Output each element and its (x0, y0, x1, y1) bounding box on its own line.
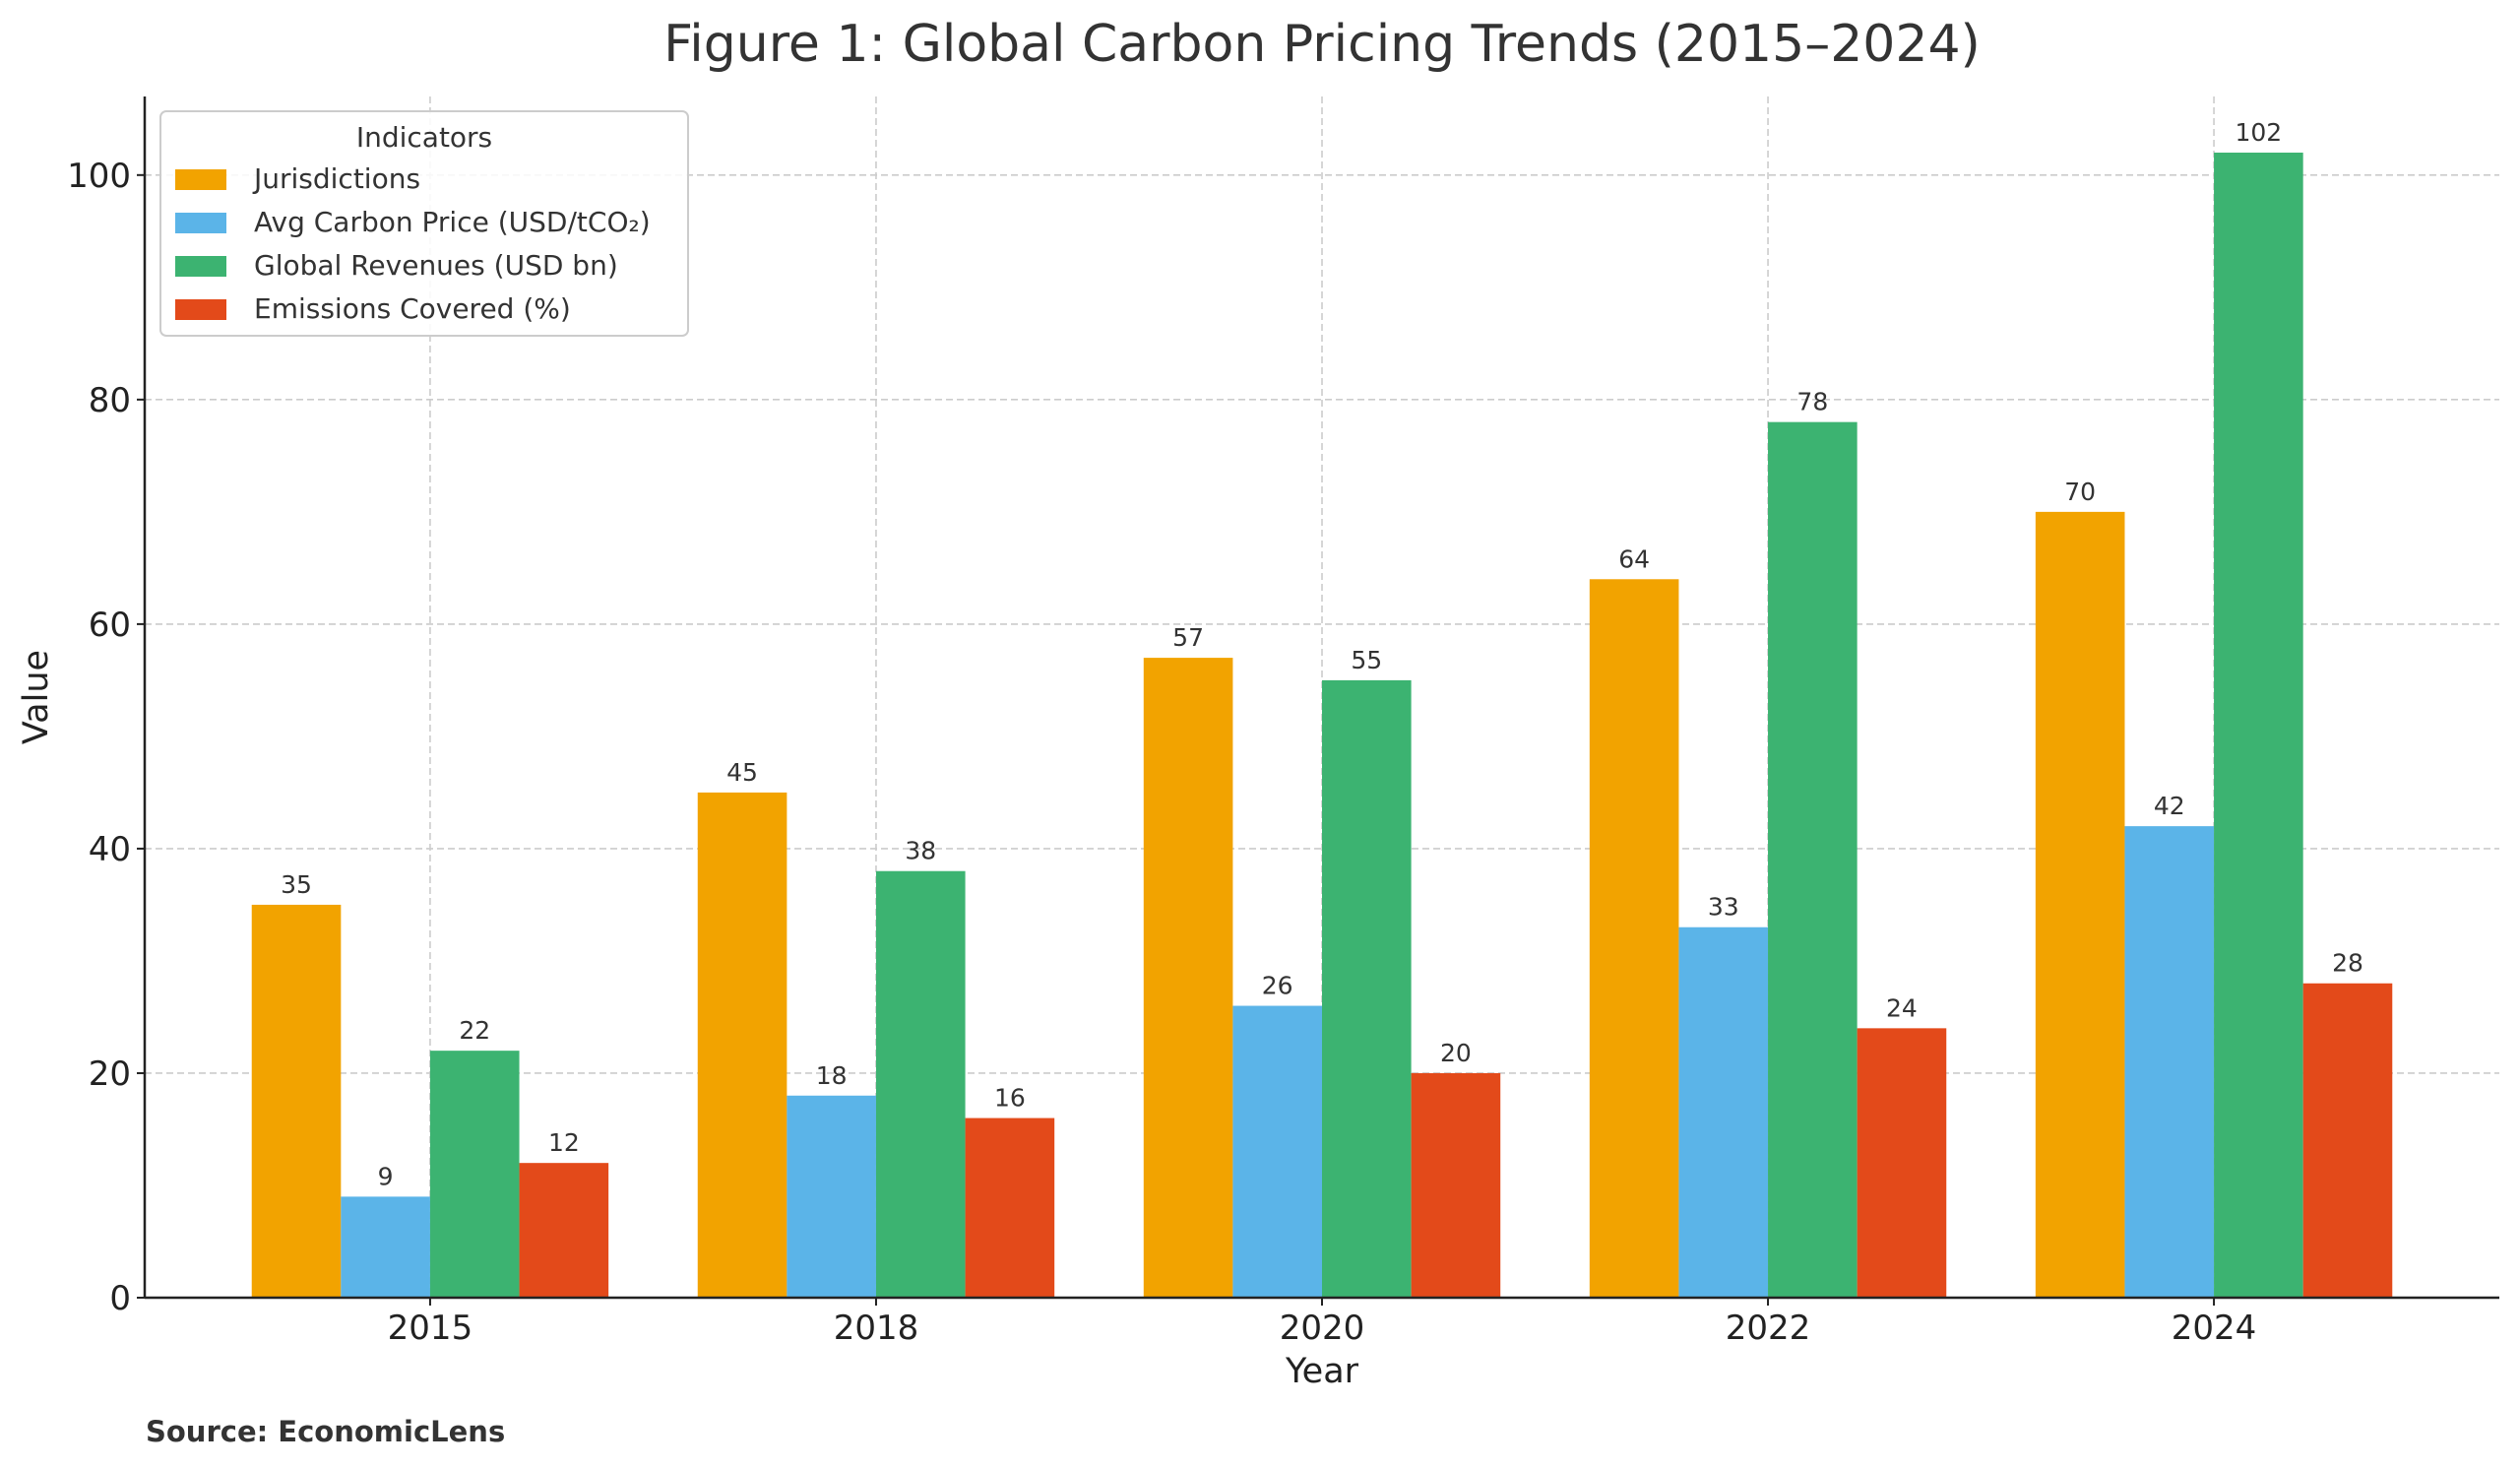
bar-2020-s0 (1143, 658, 1233, 1298)
bar-2022-s2 (1768, 421, 1858, 1299)
data-label: 45 (726, 758, 758, 787)
bar-2015-s2 (429, 1051, 520, 1298)
data-label: 55 (1351, 646, 1382, 674)
bar-2022-s3 (1857, 1028, 1947, 1298)
data-label: 102 (2236, 118, 2283, 147)
data-label: 9 (378, 1162, 394, 1190)
x-tick-label: 2018 (834, 1309, 919, 1348)
data-label: 35 (281, 870, 312, 899)
bar-2020-s2 (1322, 679, 1412, 1298)
bar-2024-s1 (2124, 826, 2215, 1298)
bar-2018-s0 (697, 792, 788, 1298)
bar-2018-s1 (787, 1095, 876, 1298)
data-label: 24 (1886, 993, 1918, 1022)
data-label: 26 (1262, 972, 1293, 1000)
legend-swatch (175, 299, 226, 320)
bar-2022-s1 (1678, 926, 1769, 1298)
y-axis-label: Value (17, 650, 56, 744)
x-tick-label: 2024 (2172, 1309, 2257, 1348)
y-tick-label: 80 (89, 381, 131, 420)
bar-2022-s0 (1589, 579, 1679, 1298)
data-label: 12 (548, 1128, 580, 1157)
y-tick-label: 0 (109, 1279, 131, 1318)
legend-box (159, 110, 689, 337)
chart-title: Figure 1: Global Carbon Pricing Trends (… (663, 15, 1981, 74)
bar-2024-s0 (2035, 511, 2125, 1298)
data-label: 18 (816, 1061, 848, 1090)
legend-label: Avg Carbon Price (USD/tCO₂) (254, 206, 651, 238)
data-label: 38 (905, 837, 936, 865)
legend-label: Emissions Covered (%) (254, 292, 571, 325)
data-label: 70 (2064, 478, 2096, 506)
data-label: 16 (994, 1084, 1026, 1113)
data-label: 78 (1796, 388, 1828, 416)
data-labels: 35 45 57 64 70 9 18 26 33 42 22 38 55 78 102 12 16 20 24 28 (281, 118, 2363, 1190)
x-tick-label: 2022 (1726, 1309, 1811, 1348)
data-label: 57 (1172, 623, 1204, 652)
bar-2015-s3 (519, 1163, 609, 1298)
bar-2018-s3 (965, 1118, 1055, 1298)
x-tick-label: 2020 (1280, 1309, 1365, 1348)
y-tick-label: 20 (89, 1054, 131, 1094)
data-label: 42 (2154, 792, 2185, 820)
data-label: 22 (459, 1016, 490, 1045)
bars (251, 153, 2393, 1299)
bar-2018-s2 (875, 870, 966, 1298)
y-tick-label: 40 (89, 830, 131, 869)
legend-title: Indicators (356, 121, 492, 154)
data-label: 33 (1708, 893, 1739, 922)
bar-2024-s3 (2302, 983, 2393, 1298)
legend-label: Global Revenues (USD bn) (254, 249, 618, 282)
data-label: 64 (1618, 544, 1650, 573)
bar-2020-s3 (1411, 1072, 1501, 1298)
data-label: 28 (2332, 949, 2363, 978)
bar-2024-s2 (2214, 153, 2303, 1299)
legend: Indicators Jurisdictions Avg Carbon Price… (159, 110, 689, 337)
source-note: Source: EconomicLens (146, 1415, 505, 1448)
legend-swatch (175, 256, 226, 277)
y-tick-label: 100 (67, 157, 131, 196)
legend-swatch (175, 169, 226, 190)
x-axis-label: Year (1285, 1352, 1359, 1391)
x-tick-label: 2015 (388, 1309, 473, 1348)
bar-2015-s1 (341, 1196, 430, 1298)
data-label: 20 (1440, 1039, 1472, 1067)
bar-2020-s1 (1232, 1005, 1322, 1298)
bar-2015-s0 (251, 904, 342, 1298)
y-tick-label: 60 (89, 606, 131, 645)
legend-label: Jurisdictions (252, 162, 420, 195)
legend-swatch (175, 213, 226, 233)
